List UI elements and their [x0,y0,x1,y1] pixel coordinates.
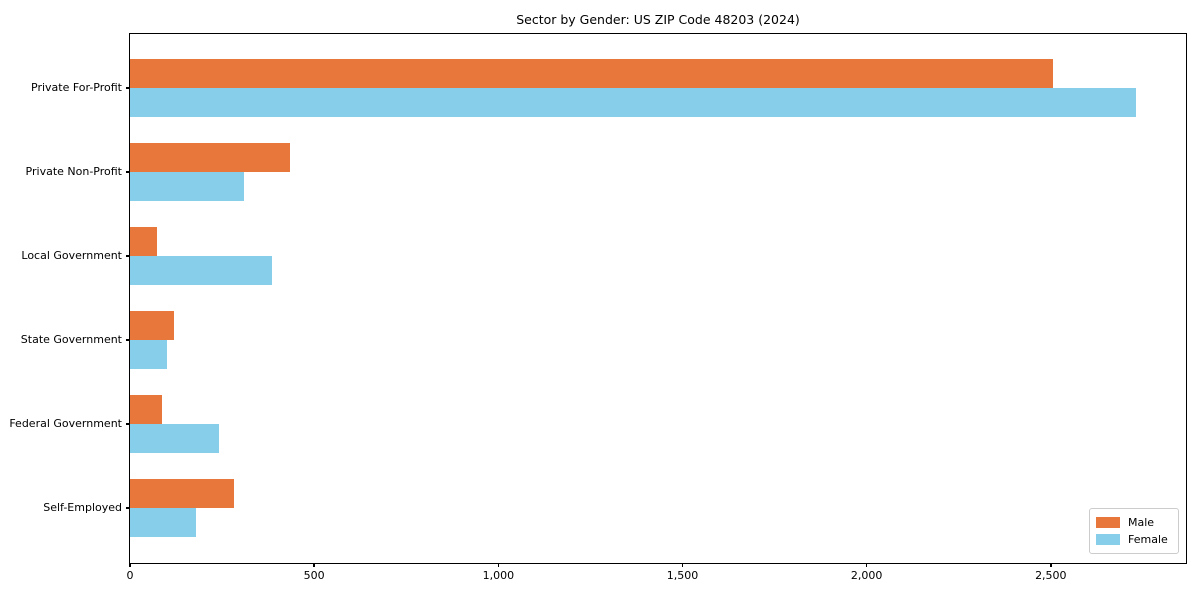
x-tick-label: 2,500 [1035,569,1067,582]
legend-swatch-male [1096,517,1120,528]
legend-label: Male [1128,516,1155,529]
y-tick-mark [126,87,130,89]
bar-male-self-employed [130,479,234,508]
bar-female-private-non-profit [130,172,244,201]
x-tick-label: 1,500 [666,569,699,582]
y-tick-label: Private Non-Profit [25,165,122,178]
x-tick-label: 500 [303,569,325,582]
x-tick-mark [681,563,684,567]
x-tick-label: 2,000 [850,569,883,582]
y-tick-label: Local Government [21,249,122,262]
bar-female-self-employed [130,508,197,537]
y-tick-mark [126,255,130,257]
y-tick-mark [126,507,130,509]
x-tick-mark [129,563,131,567]
bar-male-private-for-profit [130,59,1054,88]
y-axis-category-labels: Private For-Profit Private Non-Profit Loca… [0,34,122,562]
legend-swatch-female [1096,534,1120,545]
legend-item-female: Female [1096,533,1172,546]
bar-female-private-for-profit [130,88,1137,117]
bar-male-state-government [130,311,174,340]
legend: Male Female [1089,508,1179,554]
y-tick-label: Federal Government [9,417,122,430]
bar-female-state-government [130,340,167,369]
y-tick-label: Self-Employed [43,501,122,514]
x-tick-label: 1,000 [482,569,515,582]
chart-title: Sector by Gender: US ZIP Code 48203 (202… [516,12,800,27]
x-tick-mark [865,563,868,567]
x-tick-label: 0 [126,569,134,582]
y-tick-mark [126,339,130,341]
y-tick-mark [126,171,130,173]
bar-female-local-government [130,256,273,285]
y-tick-mark [126,423,130,425]
legend-item-male: Male [1096,516,1172,529]
bar-male-private-non-profit [130,143,290,172]
bar-male-local-government [130,227,157,256]
x-tick-mark [497,563,500,567]
bar-female-federal-government [130,424,219,453]
x-tick-mark [1050,563,1052,567]
y-tick-label: State Government [20,333,122,346]
bar-male-federal-government [130,395,162,424]
legend-label: Female [1128,533,1168,546]
x-tick-mark [313,563,315,567]
y-tick-label: Private For-Profit [31,81,122,94]
plot-area [130,34,1186,562]
